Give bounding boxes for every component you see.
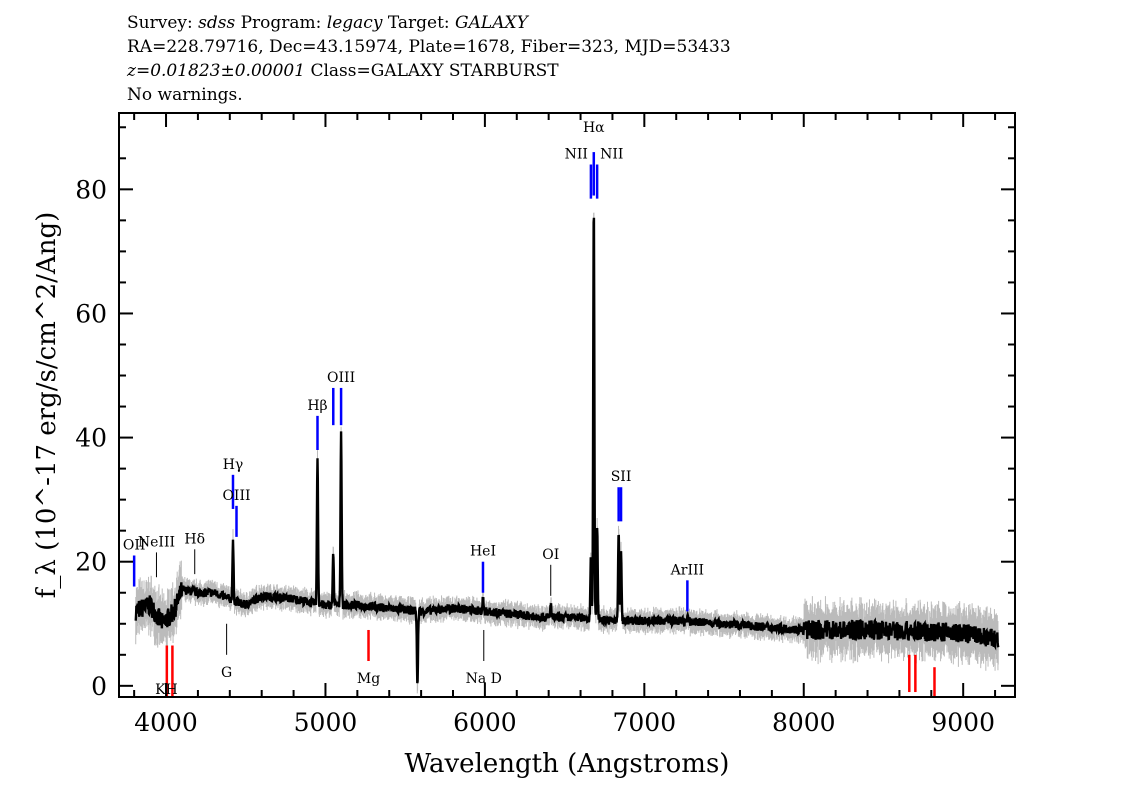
y-tick-label: 60 <box>75 299 107 328</box>
line-label: OIII <box>222 488 250 504</box>
x-tick-label: 7000 <box>613 708 677 737</box>
y-tick-label: 40 <box>75 424 107 453</box>
x-tick-label: 8000 <box>772 708 836 737</box>
class: Class=GALAXY STARBURST <box>310 61 559 81</box>
line-label: ArIII <box>670 562 704 578</box>
y-tick-label: 0 <box>91 672 107 701</box>
survey-label: Survey: <box>127 13 193 33</box>
plot-frame <box>118 112 1016 698</box>
line-label: NII <box>565 147 588 163</box>
survey-value: sdss <box>198 13 236 33</box>
x-tick-label: 5000 <box>294 708 358 737</box>
line-label: Mg <box>357 671 380 687</box>
header-line-coords: RA=228.79716, Dec=43.15974, Plate=1678, … <box>127 37 731 57</box>
x-axis-label: Wavelength (Angstroms) <box>405 749 730 779</box>
target-value: GALAXY <box>455 13 528 33</box>
line-label: NeIII <box>138 534 175 550</box>
line-label: HeI <box>470 544 496 560</box>
line-label: NII <box>600 147 623 163</box>
header-line-survey: Survey: sdss Program: legacy Target: GAL… <box>127 12 528 34</box>
line-label: OI <box>542 547 559 563</box>
line-label: Hγ <box>223 457 244 473</box>
header-line-warnings: No warnings. <box>127 85 243 105</box>
line-label: Hδ <box>184 531 205 547</box>
target-label: Target: <box>387 13 450 33</box>
line-label: OII <box>123 537 146 553</box>
header-line-redshift: z=0.01823±0.00001 Class=GALAXY STARBURST <box>127 60 559 82</box>
line-label: Hβ <box>307 398 327 414</box>
program-label: Program: <box>240 13 322 33</box>
program-value: legacy <box>326 13 383 33</box>
line-label: Hα <box>583 120 605 136</box>
line-label: OIII <box>327 370 355 386</box>
y-axis-label: f_λ (10^-17 erg/s/cm^2/Ang) <box>32 212 62 598</box>
redshift: z=0.01823±0.00001 <box>127 61 306 81</box>
x-tick-label: 4000 <box>134 708 198 737</box>
x-tick-label: 6000 <box>453 708 517 737</box>
line-label: SII <box>611 469 632 485</box>
spectrum-line <box>134 217 1000 684</box>
y-tick-label: 80 <box>75 175 107 204</box>
y-tick-label: 20 <box>75 548 107 577</box>
x-tick-label: 9000 <box>931 708 995 737</box>
line-label: Na D <box>466 671 502 687</box>
line-label: G <box>221 665 232 681</box>
